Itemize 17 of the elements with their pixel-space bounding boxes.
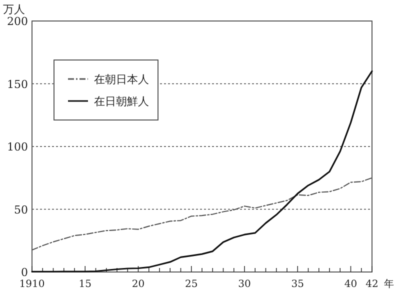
y-tick-label: 150 <box>7 78 28 91</box>
x-tick-label: 1910 <box>19 279 45 290</box>
y-tick-label: 50 <box>14 203 28 216</box>
y-tick-label: 100 <box>7 140 28 154</box>
x-tick-label: 15 <box>78 279 92 290</box>
x-tick-label: 40 <box>344 279 358 290</box>
x-tick-label: 42 <box>366 279 378 290</box>
legend-label: 在日朝鮮人 <box>94 95 149 108</box>
x-tick-label: 30 <box>238 279 251 290</box>
y-axis-title: 万人 <box>3 3 25 16</box>
x-tick-label: 35 <box>291 279 304 290</box>
y-tick-label: 0 <box>21 266 28 279</box>
x-tick-label: 25 <box>185 279 198 290</box>
x-tick-label: 20 <box>132 279 145 290</box>
y-tick-label: 200 <box>7 15 28 28</box>
x-axis-title: 年 <box>384 278 394 290</box>
legend-label: 在朝日本人 <box>94 73 149 86</box>
